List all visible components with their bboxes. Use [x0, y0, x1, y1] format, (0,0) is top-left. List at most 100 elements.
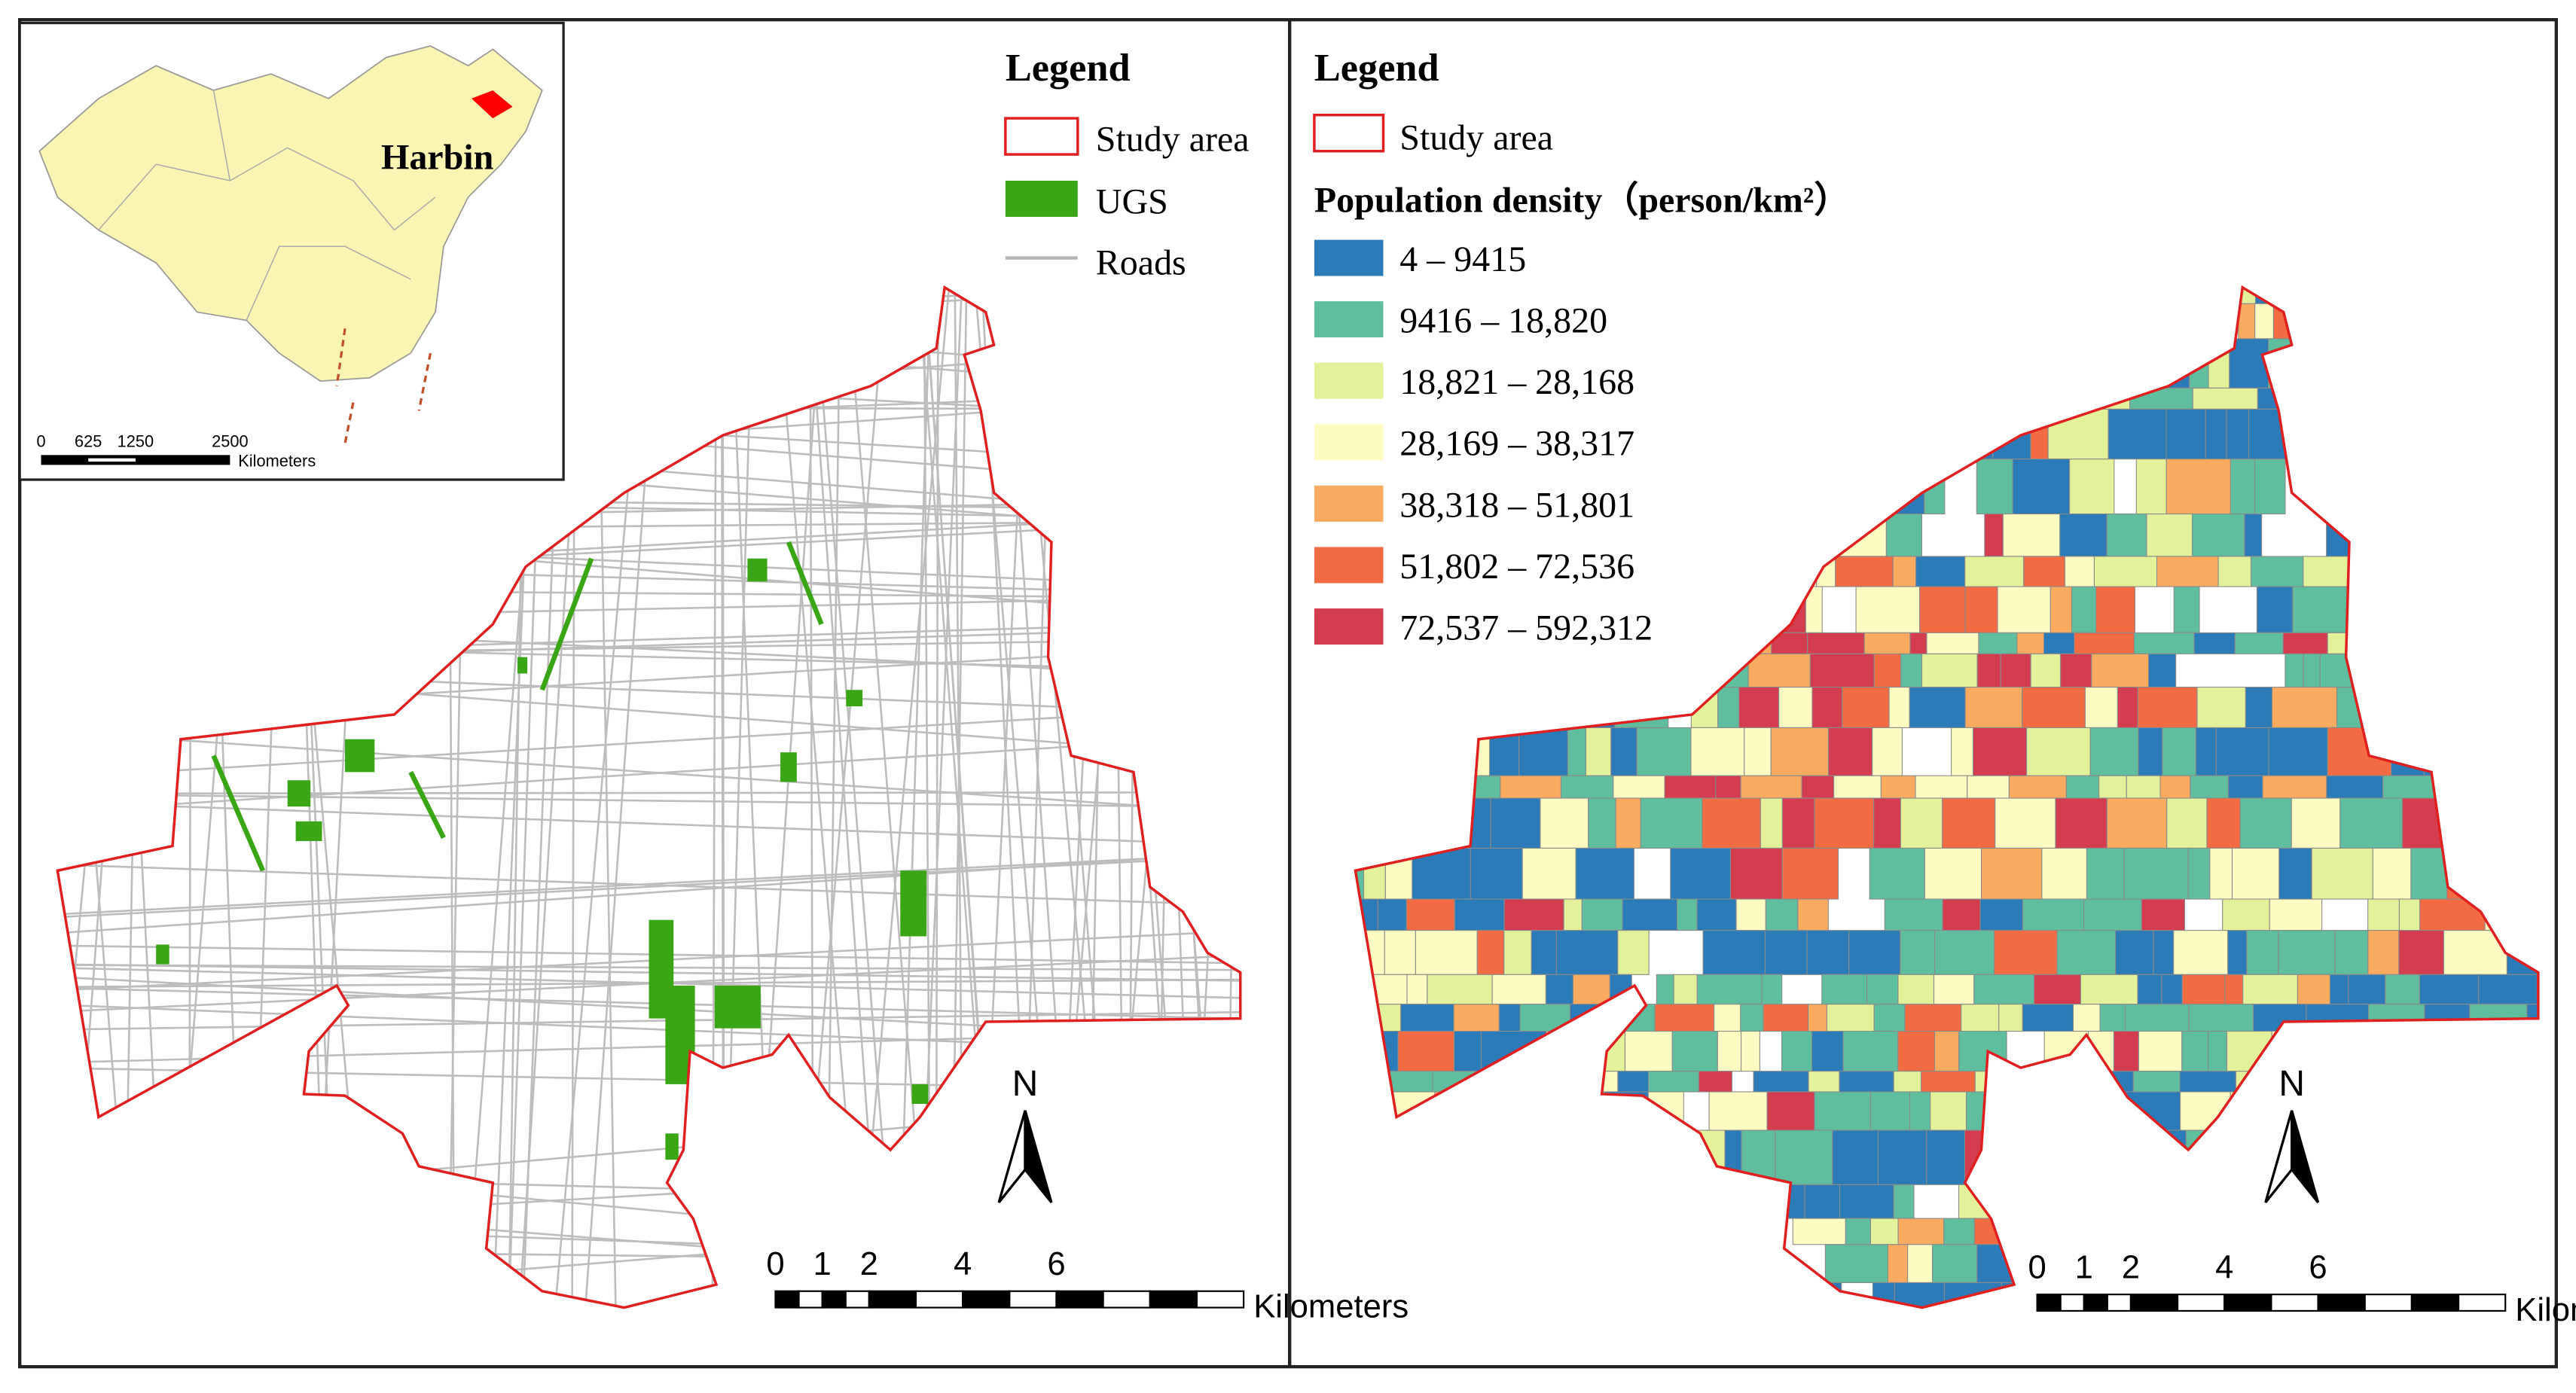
- density-cell: [2242, 974, 2298, 1005]
- density-cell: [1640, 797, 1703, 849]
- density-cell: [1885, 514, 1923, 557]
- scale-unit: Kilometers: [2515, 1292, 2576, 1328]
- study-area-outline: [1354, 285, 2540, 1309]
- density-cell: [2106, 797, 2168, 849]
- density-cell: [1842, 1030, 1899, 1072]
- density-cell: [2193, 632, 2236, 654]
- density-cell: [2165, 408, 2206, 460]
- scale-tick-label: 4: [954, 1246, 972, 1282]
- density-cell: [2398, 930, 2444, 975]
- density-cell: [2217, 556, 2252, 587]
- density-cell: [2326, 775, 2384, 799]
- scale-unit: Kilometers: [1253, 1289, 1409, 1325]
- density-cell: [2095, 586, 2135, 633]
- density-cell: [1555, 930, 1619, 975]
- density-cell: [1406, 898, 1455, 931]
- density-cell: [2334, 930, 2369, 975]
- legend-label: 28,169 – 38,317: [1399, 424, 1634, 464]
- density-cell: [1717, 687, 1740, 728]
- density-cell: [2372, 847, 2412, 900]
- density-cell: [1873, 653, 1902, 688]
- density-cell: [1934, 1030, 1960, 1072]
- road: [57, 800, 1241, 846]
- sea-border: [335, 328, 432, 444]
- legend-subtitle: Population density（person/km²）: [1314, 180, 1850, 220]
- density-cell: [1930, 1091, 1967, 1131]
- density-cell: [1984, 514, 2004, 557]
- scale-segment: [774, 1290, 800, 1309]
- density-cell: [1581, 898, 1623, 931]
- legend-label: Roads: [1096, 242, 1186, 282]
- density-cell: [1979, 898, 2024, 931]
- density-cell: [1806, 930, 1850, 975]
- density-cell: [1973, 727, 2028, 776]
- density-cell: [2419, 974, 2480, 1005]
- density-cell: [2179, 1071, 2236, 1093]
- density-cell: [2089, 727, 2139, 776]
- density-cell: [1503, 898, 1564, 931]
- density-cell: [1717, 1030, 1742, 1072]
- density-cell: [2231, 847, 2280, 900]
- scale-tick-label: 0: [2028, 1249, 2046, 1285]
- density-cell: [2367, 898, 2400, 931]
- scale-segment: [1149, 1290, 1198, 1309]
- density-cell: [2012, 459, 2071, 515]
- density-cell: [2071, 586, 2097, 633]
- density-cell: [1880, 775, 1916, 799]
- scale-segment: [1009, 1290, 1058, 1309]
- density-cell: [1808, 1004, 1828, 1032]
- legend-label: Study area: [1096, 120, 1250, 160]
- density-cell: [1797, 898, 1829, 931]
- density-cell: [1567, 727, 1587, 776]
- density-cell: [1753, 1071, 1809, 1093]
- density-cell: [1872, 727, 1903, 776]
- density-cell: [1888, 687, 1910, 728]
- legend-swatch: [1314, 485, 1384, 522]
- density-cell: [1397, 1030, 1455, 1072]
- density-cell: [1884, 898, 1943, 931]
- inset-scale-bar: 0 625 1250 2500 Kilometers: [36, 431, 316, 470]
- density-cell: [2000, 653, 2031, 688]
- density-cell: [2165, 459, 2231, 515]
- ugs-strip: [786, 541, 824, 626]
- density-cell: [1384, 930, 1416, 975]
- density-cell: [1809, 653, 1875, 688]
- density-cell: [2188, 1004, 2254, 1032]
- density-cell: [1824, 1244, 1889, 1283]
- density-cell: [1740, 1004, 1764, 1032]
- density-cell: [1610, 727, 1637, 776]
- density-cell: [1696, 898, 1737, 931]
- ugs-patch: [345, 739, 375, 773]
- scale-segment: [868, 1290, 917, 1309]
- density-cell: [2146, 514, 2193, 557]
- road: [57, 734, 1241, 813]
- scale-segment: [1195, 1290, 1245, 1309]
- scale-tick-label: 6: [1047, 1246, 1065, 1282]
- density-cell: [1708, 1091, 1768, 1131]
- density-cell: [1833, 775, 1882, 799]
- legend-label: 4 – 9415: [1399, 239, 1526, 279]
- density-cell: [1453, 1004, 1500, 1032]
- density-cell: [2181, 974, 2226, 1005]
- density-cell: [1636, 727, 1692, 776]
- density-cell: [2205, 408, 2227, 460]
- density-cell: [1926, 632, 1979, 654]
- density-cell: [2303, 556, 2355, 587]
- legend-swatch: [1314, 547, 1384, 584]
- density-cell: [2132, 1071, 2181, 1093]
- density-cell: [2478, 974, 2538, 1005]
- legend-swatch: [1314, 424, 1384, 461]
- density-cell: [1778, 687, 1813, 728]
- density-cell: [1811, 1030, 1844, 1072]
- scale-tick-label: 0: [36, 431, 45, 450]
- ugs-strip: [408, 770, 446, 840]
- density-cell: [1976, 653, 2001, 688]
- legend-label: UGS: [1096, 182, 1168, 222]
- density-cell: [2234, 632, 2284, 654]
- density-cell: [2002, 514, 2061, 557]
- density-cell: [1863, 632, 1911, 654]
- scale-segment: [1055, 1290, 1104, 1309]
- density-cell: [1951, 727, 1974, 776]
- density-cell: [2196, 687, 2246, 728]
